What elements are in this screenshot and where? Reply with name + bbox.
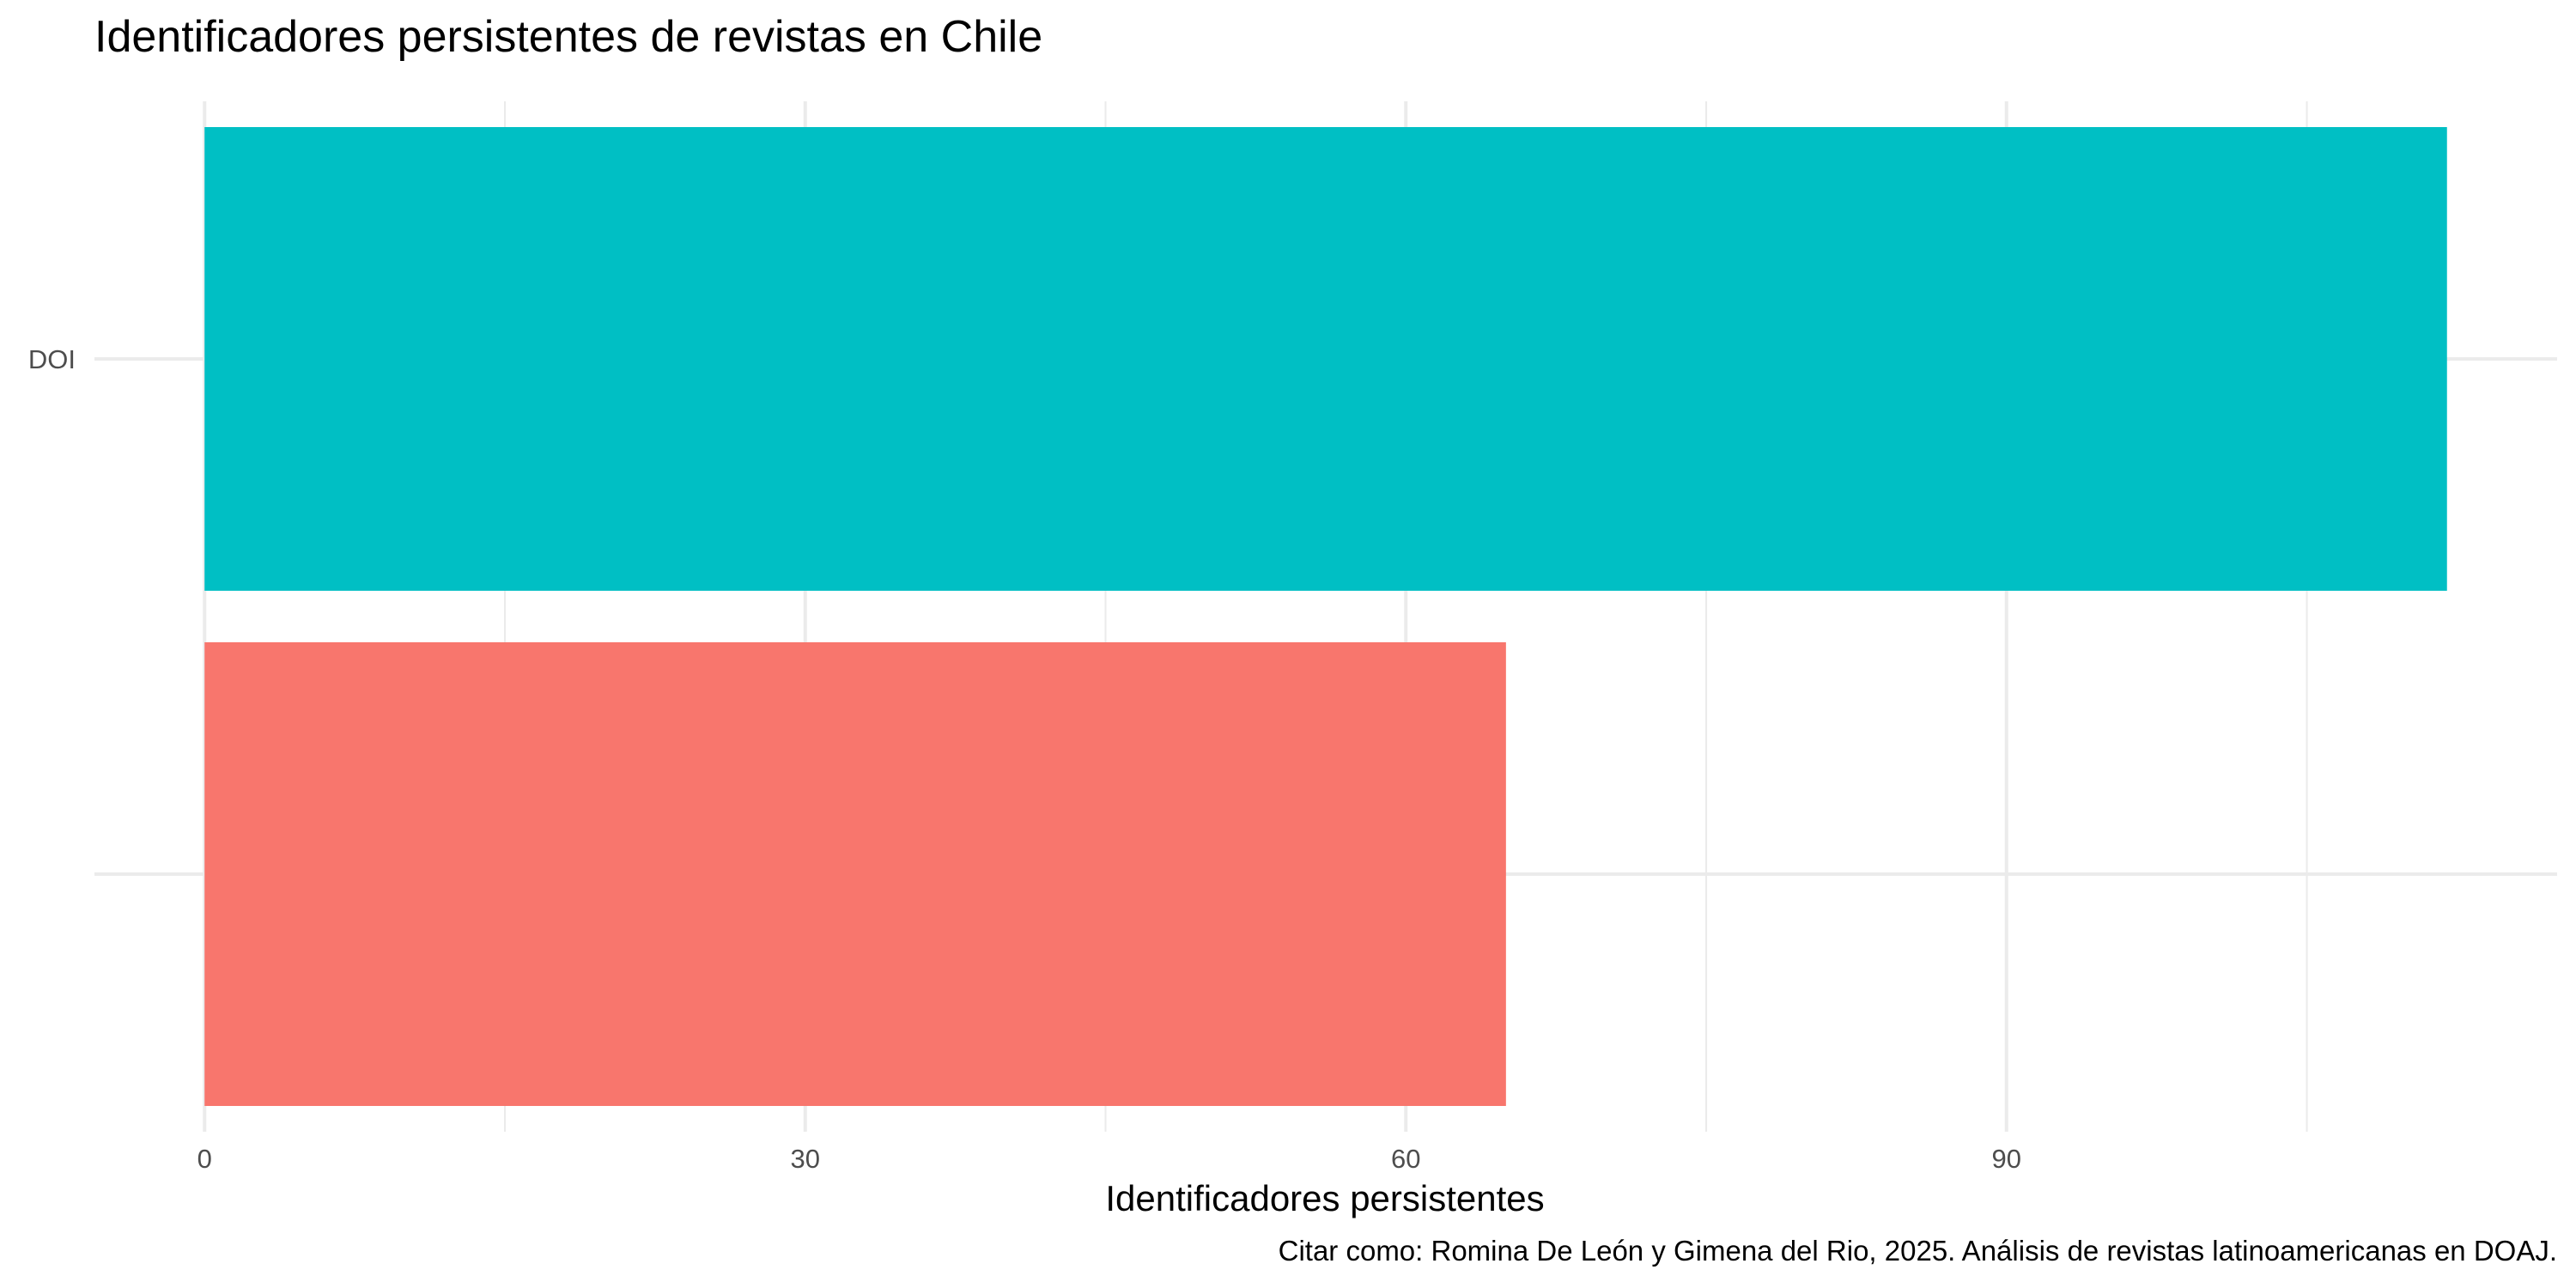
- x-tick-label: 0: [197, 1144, 212, 1174]
- x-axis-title: Identificadores persistentes: [1105, 1178, 1544, 1218]
- y-tick-label: DOI: [28, 344, 76, 374]
- x-tick-label: 30: [791, 1144, 820, 1174]
- bar: [204, 642, 1506, 1106]
- x-tick-label: 60: [1391, 1144, 1420, 1174]
- x-tick-label: 90: [1992, 1144, 2021, 1174]
- bars: [204, 127, 2447, 1106]
- bar: [204, 127, 2447, 591]
- chart-title: Identificadores persistentes de revistas…: [94, 12, 1042, 62]
- chart-caption: Citar como: Romina De León y Gimena del …: [1279, 1235, 2557, 1267]
- x-axis-tick-labels: 0 30 60 90: [197, 1144, 2021, 1174]
- y-axis-tick-labels: DOI: [28, 344, 76, 374]
